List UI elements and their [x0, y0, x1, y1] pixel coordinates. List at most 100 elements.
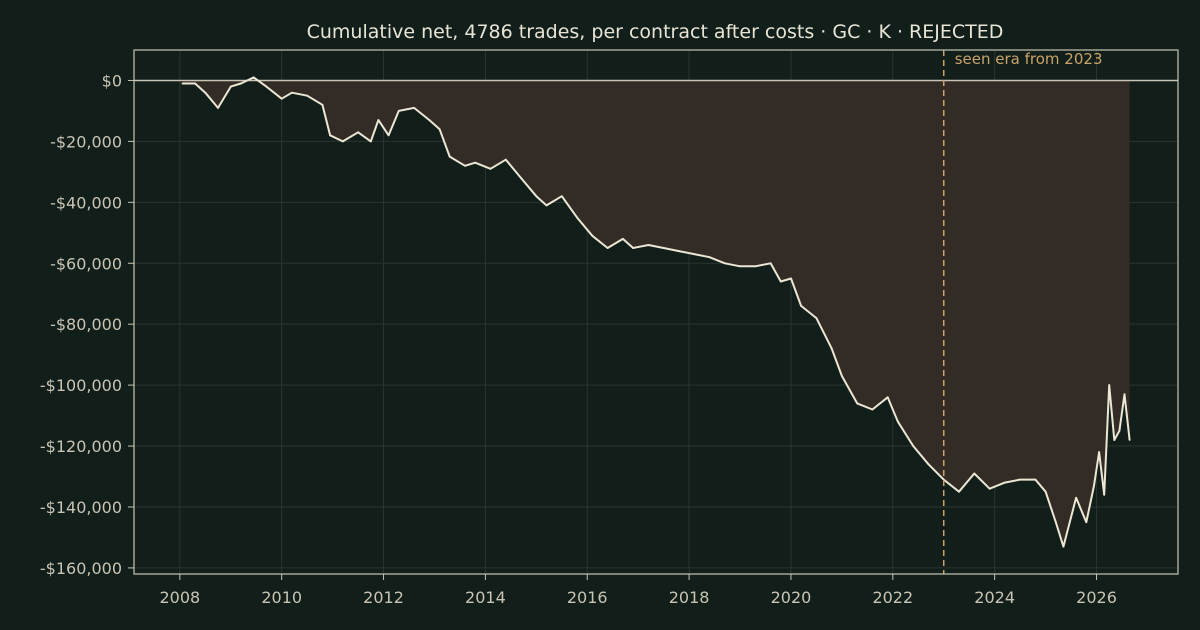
era-marker-label: seen era from 2023 — [955, 50, 1103, 68]
data-point — [1019, 478, 1022, 481]
x-tick-label: 2010 — [261, 588, 302, 607]
data-point — [632, 247, 634, 249]
data-point — [448, 155, 451, 158]
annotation-layer: seen era from 2023 — [942, 50, 1103, 574]
data-point — [428, 119, 431, 121]
data-point — [1062, 545, 1065, 548]
data-point — [1044, 490, 1047, 493]
data-point — [1103, 493, 1106, 496]
data-point — [1075, 496, 1078, 499]
data-point — [474, 161, 477, 164]
data-point — [754, 265, 757, 268]
data-point — [973, 472, 976, 475]
x-tick-label: 2016 — [567, 588, 608, 607]
data-point — [229, 85, 232, 88]
data-point — [240, 82, 242, 85]
data-point — [1118, 429, 1121, 432]
data-point — [830, 347, 833, 350]
chart-title: Cumulative net, 4786 trades, per contrac… — [307, 21, 1004, 43]
ticks-layer: 2008 2010 2012 2014 2016 2018 2020 2022 2024 2026… — [40, 71, 1117, 607]
data-point — [988, 487, 991, 490]
y-tick-label: $0 — [102, 71, 122, 90]
y-tick-label: -$40,000 — [50, 193, 122, 212]
data-point — [329, 134, 331, 137]
data-point — [1093, 484, 1095, 487]
data-point — [217, 106, 219, 109]
data-point — [790, 277, 792, 280]
data-point — [1003, 481, 1006, 484]
data-point — [621, 237, 624, 240]
x-tick-label: 2022 — [872, 588, 913, 607]
y-tick-label: -$20,000 — [50, 132, 122, 151]
data-point — [377, 119, 380, 121]
data-point — [194, 82, 197, 85]
data-point — [815, 317, 818, 319]
data-point — [958, 490, 960, 493]
data-point — [413, 106, 415, 109]
x-tick-label: 2026 — [1076, 588, 1117, 607]
data-point — [1098, 451, 1100, 454]
data-point — [1113, 439, 1116, 441]
data-point — [204, 91, 207, 94]
x-tick-label: 2024 — [974, 588, 1015, 607]
data-point — [357, 131, 359, 134]
data-point — [369, 140, 372, 143]
data-point — [280, 97, 283, 100]
x-tick-label: 2008 — [159, 588, 200, 607]
drawdown-fill — [182, 77, 1130, 547]
data-point — [800, 305, 803, 307]
data-point — [912, 445, 915, 447]
y-tick-label: -$100,000 — [40, 376, 122, 395]
data-point — [489, 167, 492, 170]
data-point — [1034, 478, 1037, 481]
data-point — [591, 234, 594, 237]
series-line-layer — [181, 76, 1131, 548]
data-point — [927, 463, 930, 466]
y-tick-label: -$60,000 — [50, 254, 122, 273]
data-point — [647, 244, 650, 246]
data-point — [265, 85, 268, 88]
data-point — [387, 134, 390, 137]
data-point — [840, 375, 843, 377]
y-tick-label: -$140,000 — [40, 498, 122, 517]
data-point — [504, 158, 507, 161]
data-point — [576, 216, 578, 219]
data-point — [252, 76, 255, 79]
data-point — [897, 420, 899, 423]
data-point — [1085, 521, 1088, 524]
data-point — [397, 110, 400, 112]
data-point — [181, 82, 184, 85]
data-point — [606, 247, 609, 249]
data-point — [341, 140, 344, 143]
drawdown-fill-layer — [182, 77, 1130, 547]
data-point — [678, 250, 680, 252]
data-point — [560, 195, 563, 198]
data-point — [545, 204, 548, 207]
data-point — [871, 408, 874, 411]
x-tick-label: 2014 — [465, 588, 506, 607]
plot-frame — [133, 49, 1179, 575]
data-point — [464, 164, 466, 167]
x-tick-label: 2018 — [669, 588, 710, 607]
x-tick-label: 2012 — [363, 588, 404, 607]
y-tick-label: -$120,000 — [40, 437, 122, 456]
data-point — [520, 177, 522, 179]
data-point — [708, 256, 711, 259]
data-point — [1054, 521, 1057, 524]
data-point — [723, 262, 726, 265]
data-point — [662, 247, 665, 249]
data-point — [321, 103, 324, 106]
data-point — [779, 280, 782, 283]
data-point — [693, 253, 696, 256]
data-point — [1108, 384, 1111, 387]
data-point — [1123, 393, 1126, 396]
data-point — [290, 91, 293, 94]
data-point — [535, 195, 538, 198]
data-point — [438, 128, 441, 131]
data-point — [856, 402, 859, 405]
x-tick-label: 2020 — [771, 588, 812, 607]
data-point — [769, 262, 772, 265]
y-tick-label: -$160,000 — [40, 559, 122, 578]
y-tick-label: -$80,000 — [50, 315, 122, 334]
